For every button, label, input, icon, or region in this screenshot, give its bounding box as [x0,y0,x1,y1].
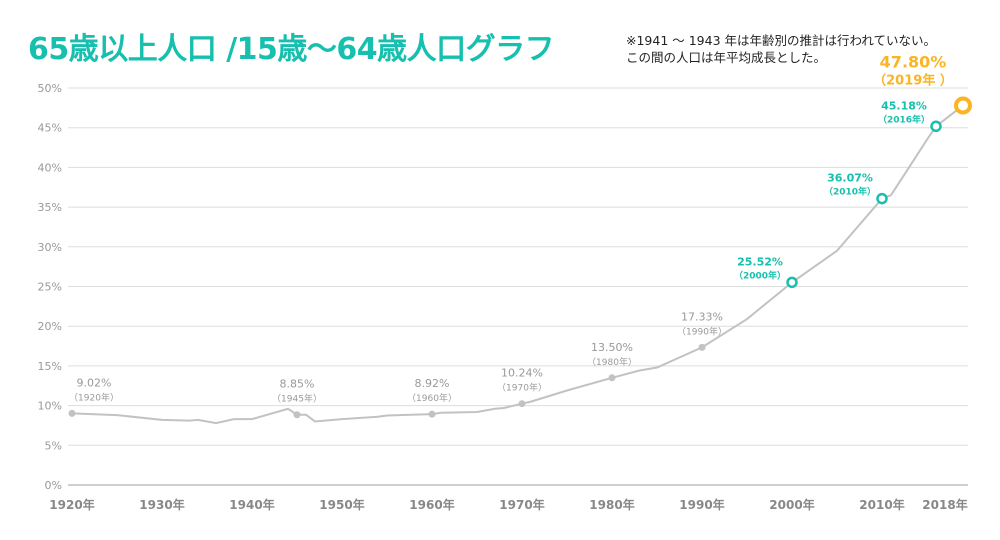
x-tick-label: 1970年 [499,497,544,512]
data-label: 8.85% [280,378,315,391]
y-tick-label: 30% [38,241,62,254]
data-point-highlight [930,120,942,133]
data-label-latest: 47.80% [880,52,947,71]
data-sublabel: （1990年） [677,325,727,337]
data-point [68,409,76,417]
data-point [428,410,436,418]
data-label: 45.18% [881,99,927,112]
x-tick-label: 1980年 [589,497,634,512]
y-tick-label: 5% [45,439,62,452]
data-sublabel: （2016年） [878,113,930,125]
note-line-2: この間の人口は年平均成長とした。 [626,50,827,65]
data-sublabel: （1920年） [69,391,119,403]
data-point [518,400,526,408]
data-sublabel: （1945年） [272,393,322,405]
note-line-1: ※1941 〜 1943 年は年齢別の推計は行われていない。 [626,33,937,48]
y-tick-label: 25% [38,281,62,294]
y-tick-label: 10% [38,400,62,413]
data-sublabel: （2010年） [824,186,876,198]
data-sublabel: （1960年） [407,392,457,404]
data-label: 25.52% [737,255,783,268]
y-tick-label: 15% [38,360,62,373]
data-sublabel: （1980年） [587,356,637,368]
x-tick-label: 2000年 [769,497,814,512]
x-tick-label: 1920年 [49,497,94,512]
data-sublabel: （1970年） [497,382,547,394]
data-point [698,343,706,351]
y-tick-label: 35% [38,201,62,214]
x-tick-label: 1960年 [409,497,454,512]
data-label: 9.02% [77,376,112,389]
chart-title: 65歳以上人口 /15歳〜64歳人口グラフ [28,32,555,67]
data-label: 10.24% [501,367,543,380]
x-tick-label: 1990年 [679,497,724,512]
data-point-latest [954,96,972,115]
data-label: 17.33% [681,310,723,323]
series-line [71,104,964,425]
data-point [608,374,616,382]
x-tick-label: 1930年 [139,497,184,512]
data-point [293,411,301,419]
data-sublabel-latest: （2019年 ） [873,72,953,88]
x-tick-label: 1940年 [229,497,274,512]
y-tick-label: 40% [38,161,62,174]
y-tick-label: 20% [38,320,62,333]
data-sublabel: （2000年） [734,269,786,281]
y-tick-label: 45% [38,122,62,135]
data-point-highlight [876,192,888,205]
y-tick-label: 50% [38,82,62,95]
data-label: 36.07% [827,172,873,185]
data-label: 8.92% [415,377,450,390]
x-tick-label: 2018年 [922,497,967,512]
y-tick-label: 0% [45,479,62,492]
data-label: 13.50% [591,341,633,354]
x-tick-label: 2010年 [859,497,904,512]
note: ※1941 〜 1943 年は年齢別の推計は行われていない。 この間の人口は年平… [626,32,936,66]
data-point-highlight [786,276,798,289]
x-tick-label: 1950年 [319,497,364,512]
